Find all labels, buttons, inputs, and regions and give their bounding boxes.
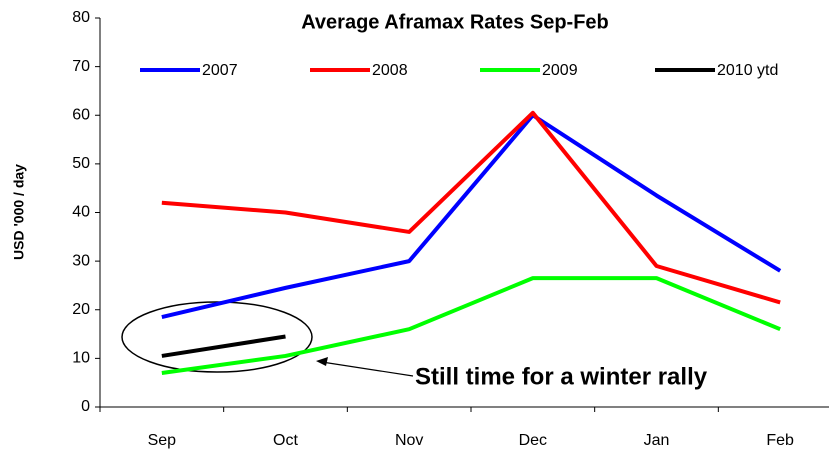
y-axis-label: USD '000 / day (11, 164, 27, 260)
y-tick-label: 70 (72, 58, 90, 75)
x-tick-label: Nov (395, 432, 423, 449)
chart-title: Average Aframax Rates Sep-Feb (301, 11, 609, 33)
y-tick-label: 80 (72, 9, 90, 26)
y-tick-label: 20 (72, 301, 90, 318)
series-line (161, 334, 286, 358)
annotation: Still time for a winter rally (415, 363, 708, 390)
y-tick-label: 30 (72, 252, 90, 269)
legend-label: 2010 ytd (717, 62, 778, 79)
annotation-arrow (321, 361, 414, 377)
series-line (161, 110, 781, 305)
x-tick-label: Dec (519, 432, 547, 449)
series-line (161, 276, 781, 375)
y-tick-label: 60 (72, 106, 90, 123)
series-line (161, 113, 782, 319)
x-tick-label: Sep (148, 432, 177, 449)
y-tick-label: 40 (72, 204, 90, 221)
y-tick-label: 50 (72, 155, 90, 172)
x-tick-label: Jan (644, 432, 670, 449)
y-tick-label: 0 (81, 398, 90, 415)
legend-label: 2008 (372, 62, 408, 79)
arrow-head (316, 357, 328, 366)
x-tick-label: Oct (273, 432, 298, 449)
x-tick-label: Feb (766, 432, 794, 449)
y-tick-label: 10 (72, 350, 90, 367)
legend-label: 2009 (542, 62, 578, 79)
legend-label: 2007 (202, 62, 238, 79)
